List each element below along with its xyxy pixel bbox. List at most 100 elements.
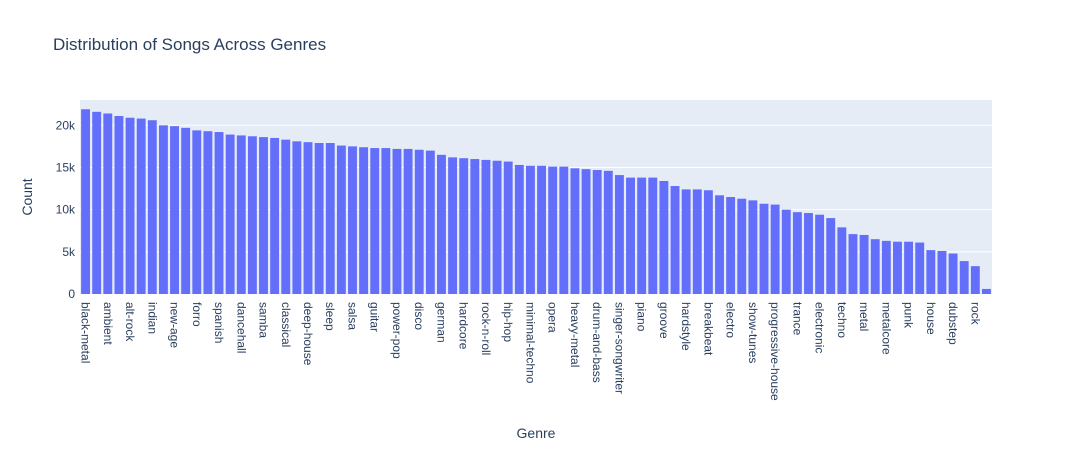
bar[interactable] xyxy=(681,189,691,294)
x-tick-label: dubstep xyxy=(946,302,960,345)
x-tick-label: opera xyxy=(546,302,560,333)
bar[interactable] xyxy=(281,139,291,294)
bar[interactable] xyxy=(403,148,413,294)
bar[interactable] xyxy=(926,250,936,294)
bar[interactable] xyxy=(136,118,146,294)
x-tick-label: deep-house xyxy=(301,302,315,366)
bar[interactable] xyxy=(81,109,91,294)
bar[interactable] xyxy=(203,131,213,294)
bar[interactable] xyxy=(481,159,491,294)
bar[interactable] xyxy=(614,175,624,294)
bar[interactable] xyxy=(381,148,391,294)
bar[interactable] xyxy=(470,159,480,294)
bar[interactable] xyxy=(637,177,647,294)
x-tick-label: salsa xyxy=(345,302,359,330)
bar[interactable] xyxy=(392,148,402,294)
bar[interactable] xyxy=(103,113,113,294)
bar[interactable] xyxy=(703,190,713,294)
bar[interactable] xyxy=(893,241,902,294)
bar[interactable] xyxy=(192,130,202,294)
bar[interactable] xyxy=(292,141,302,294)
bar[interactable] xyxy=(848,234,858,294)
bar[interactable] xyxy=(670,186,680,294)
bar[interactable] xyxy=(503,161,513,294)
bar[interactable] xyxy=(236,135,246,294)
x-tick-label: sleep xyxy=(323,302,337,331)
bar[interactable] xyxy=(437,154,446,294)
bar[interactable] xyxy=(325,143,335,294)
bar[interactable] xyxy=(314,143,324,294)
bar[interactable] xyxy=(303,142,313,294)
bar[interactable] xyxy=(125,117,135,294)
bar[interactable] xyxy=(815,214,825,294)
bar[interactable] xyxy=(948,253,958,294)
x-tick-label: electro xyxy=(724,302,738,338)
bar[interactable] xyxy=(425,150,435,294)
bar[interactable] xyxy=(147,120,157,295)
x-tick-label: punk xyxy=(902,302,916,329)
bar[interactable] xyxy=(359,147,369,294)
bar[interactable] xyxy=(370,148,380,294)
x-tick-label: techno xyxy=(835,302,849,338)
bar[interactable] xyxy=(170,126,179,294)
bar[interactable] xyxy=(459,158,469,294)
bar[interactable] xyxy=(537,165,547,294)
bar[interactable] xyxy=(970,266,980,294)
bar[interactable] xyxy=(158,125,168,294)
y-tick-label: 10k xyxy=(56,203,76,217)
bar[interactable] xyxy=(715,195,724,294)
bar[interactable] xyxy=(414,149,424,294)
bar[interactable] xyxy=(247,136,257,294)
x-axis-ticks: black-metal ambient alt-rock indian new-age f… xyxy=(79,302,983,401)
y-axis-ticks: 0 5k 10k 15k 20k xyxy=(56,118,76,301)
bar[interactable] xyxy=(214,132,224,294)
bar[interactable] xyxy=(592,170,602,294)
bar[interactable] xyxy=(270,137,280,294)
bar[interactable] xyxy=(548,166,558,294)
bar[interactable] xyxy=(492,160,502,294)
bar[interactable] xyxy=(837,227,847,294)
bar[interactable] xyxy=(692,189,702,294)
bar[interactable] xyxy=(92,111,102,295)
bar[interactable] xyxy=(915,242,925,294)
bar[interactable] xyxy=(759,203,769,294)
y-tick-label: 20k xyxy=(56,118,76,132)
bar[interactable] xyxy=(626,177,635,294)
bar[interactable] xyxy=(881,240,891,294)
bar[interactable] xyxy=(804,213,813,294)
x-tick-label: hip-hop xyxy=(501,302,515,342)
bar[interactable] xyxy=(792,212,802,294)
bar[interactable] xyxy=(336,145,346,294)
bar[interactable] xyxy=(514,164,524,294)
x-tick-label: dancehall xyxy=(234,302,248,353)
bar[interactable] xyxy=(726,197,736,294)
x-tick-label: hardstyle xyxy=(679,302,693,351)
bar[interactable] xyxy=(981,288,991,294)
bar[interactable] xyxy=(870,239,880,294)
x-tick-label: metalcore xyxy=(879,302,893,355)
bar[interactable] xyxy=(559,166,569,294)
bar[interactable] xyxy=(448,157,458,294)
bar[interactable] xyxy=(259,137,268,294)
bar[interactable] xyxy=(570,168,580,294)
bar[interactable] xyxy=(648,177,658,294)
bar[interactable] xyxy=(826,218,836,294)
bar[interactable] xyxy=(659,180,669,294)
bar[interactable] xyxy=(904,241,914,294)
bar[interactable] xyxy=(859,234,869,294)
bar[interactable] xyxy=(225,134,235,294)
bar[interactable] xyxy=(181,127,191,295)
bar[interactable] xyxy=(581,169,591,294)
bar[interactable] xyxy=(114,116,124,294)
bar[interactable] xyxy=(937,250,947,294)
bar[interactable] xyxy=(770,204,780,294)
bar[interactable] xyxy=(603,170,613,294)
bar[interactable] xyxy=(959,261,969,294)
x-tick-label: groove xyxy=(657,302,671,339)
bar[interactable] xyxy=(748,200,758,294)
bar[interactable] xyxy=(348,146,357,294)
bar[interactable] xyxy=(525,165,535,294)
bar[interactable] xyxy=(781,209,791,294)
bar[interactable] xyxy=(737,198,747,294)
